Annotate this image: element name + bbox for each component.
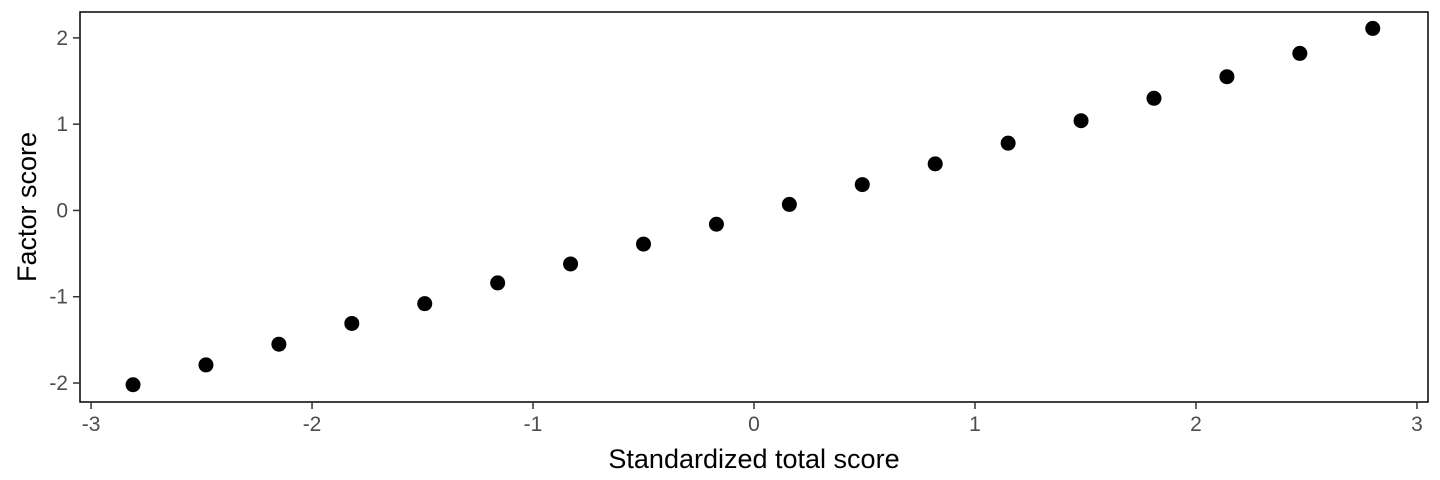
data-point	[1292, 45, 1308, 61]
data-point	[1365, 20, 1381, 36]
data-point	[490, 275, 506, 291]
y-tick-label: 1	[56, 113, 68, 136]
y-tick-label: -2	[49, 372, 68, 395]
data-point	[563, 256, 579, 272]
data-point	[781, 196, 797, 212]
data-point	[1000, 135, 1016, 151]
data-point	[854, 177, 870, 193]
plot-panel	[79, 11, 1429, 403]
x-tick-label: -3	[82, 413, 101, 436]
data-point	[1073, 113, 1089, 129]
y-tick-label: 0	[56, 199, 68, 222]
x-tick-label: 2	[1190, 413, 1202, 436]
data-point	[125, 377, 141, 393]
x-axis-title: Standardized total score	[608, 444, 899, 474]
data-point	[344, 315, 360, 331]
y-tick-label: 2	[56, 27, 68, 50]
x-tick-label: 1	[969, 413, 981, 436]
data-point	[417, 296, 433, 312]
data-point	[271, 336, 287, 352]
y-axis-title: Factor score	[12, 132, 42, 282]
x-tick-label: 3	[1411, 413, 1423, 436]
data-points	[125, 20, 1381, 393]
data-point	[1146, 90, 1162, 106]
x-axis: -3 -2 -1 0 1 2 3	[82, 402, 1423, 436]
y-axis: -2 -1 0 1 2	[49, 27, 80, 395]
x-tick-label: -2	[303, 413, 322, 436]
x-tick-label: -1	[524, 413, 543, 436]
data-point	[636, 236, 652, 252]
y-tick-label: -1	[49, 286, 68, 309]
x-tick-label: 0	[748, 413, 760, 436]
data-point	[708, 216, 724, 232]
data-point	[1219, 69, 1235, 85]
data-point	[198, 357, 214, 373]
data-point	[927, 156, 943, 172]
